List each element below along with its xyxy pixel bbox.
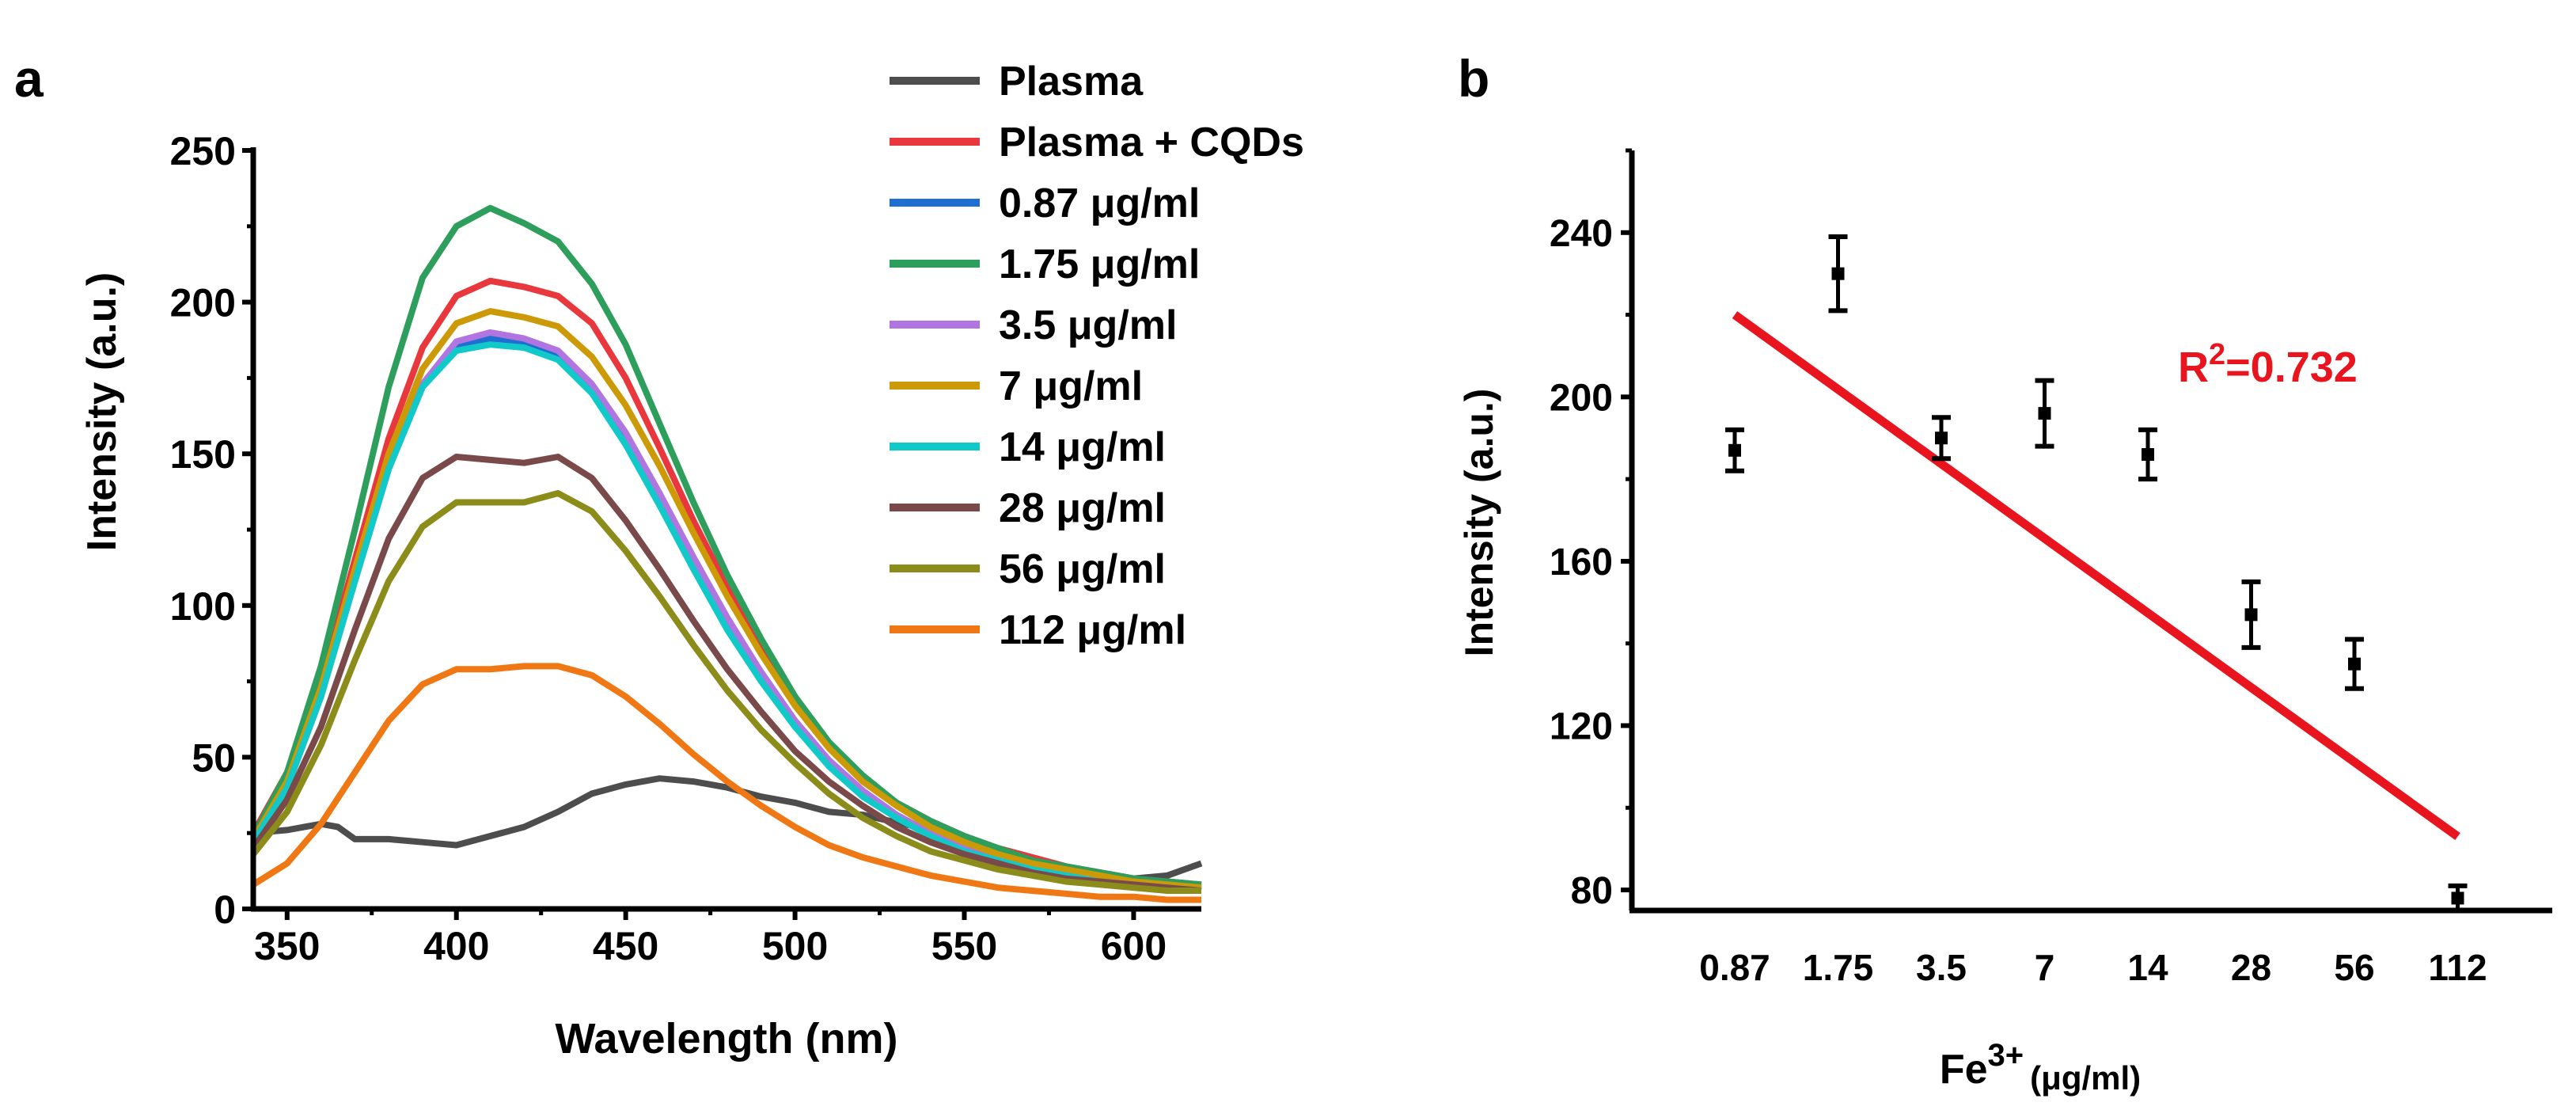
- data-point-3: [2035, 378, 2054, 449]
- x-axis-label-unit: (μg/ml): [2030, 1059, 2141, 1097]
- series-line-5: [250, 308, 1202, 891]
- y-tick-label-3: 200: [1550, 377, 1613, 419]
- y-tick-label-3: 150: [170, 432, 236, 477]
- panel-b-label: b: [1458, 49, 1489, 108]
- panel-b-x-axis-label: Fe3+(μg/ml): [1940, 1038, 2141, 1097]
- x-tick-label-3: 7: [2035, 947, 2055, 988]
- data-point-5: [2241, 579, 2261, 650]
- legend-label-4: 3.5 μg/ml: [999, 302, 1177, 348]
- panel-a-series: [250, 204, 1203, 903]
- legend-label-6: 14 μg/ml: [999, 424, 1166, 470]
- x-tick-label-4: 550: [931, 924, 997, 968]
- x-tick-label-4: 14: [2127, 947, 2168, 988]
- y-tick-label-0: 0: [214, 888, 236, 932]
- panel-a-y-axis-label: Intensity (a.u.): [79, 272, 125, 551]
- x-tick-label-6: 56: [2334, 947, 2374, 988]
- panel-a-x-axis-label: Wavelength (nm): [555, 1015, 897, 1062]
- x-tick-label-5: 600: [1101, 924, 1167, 968]
- fit-label-r: R: [2178, 344, 2209, 391]
- data-point-7: [2448, 883, 2468, 913]
- x-tick-label-2: 450: [593, 924, 658, 968]
- x-tick-label-2: 3.5: [1916, 947, 1967, 988]
- y-tick-label-0: 80: [1571, 870, 1613, 912]
- legend-label-5: 7 μg/ml: [999, 363, 1143, 409]
- x-axis-label-superscript: 3+: [1988, 1038, 2024, 1073]
- legend-label-8: 56 μg/ml: [999, 546, 1166, 592]
- fit-label-value: =0.732: [2225, 344, 2358, 391]
- data-point-6: [2345, 637, 2364, 691]
- panel-b-axes: 80 120 160 200 240 0.87 1.75 3.5 7 14 28 56 112: [1550, 148, 2552, 988]
- data-point-0: [1725, 427, 1744, 473]
- x-tick-label-1: 400: [423, 924, 489, 968]
- data-point-2: [1932, 415, 1951, 462]
- fit-label-superscript: 2: [2209, 338, 2225, 371]
- series-line-8: [250, 490, 1201, 894]
- y-tick-label-1: 120: [1550, 705, 1613, 747]
- legend-label-7: 28 μg/ml: [999, 485, 1166, 531]
- panel-a: a 0 50 100 150 200 250 350 400 450 500 550 600 Inte…: [14, 49, 1304, 1062]
- panel-a-label: a: [14, 49, 44, 108]
- data-point-1: [1828, 234, 1848, 314]
- y-tick-label-1: 50: [192, 736, 236, 780]
- legend-label-2: 0.87 μg/ml: [999, 181, 1200, 226]
- legend-label-3: 1.75 μg/ml: [999, 241, 1200, 287]
- legend-label-0: Plasma: [999, 59, 1144, 105]
- legend-label-9: 112 μg/ml: [999, 607, 1186, 653]
- x-tick-label-0: 0.87: [1699, 947, 1770, 988]
- panel-b-fit-label: R2=0.732: [2178, 338, 2358, 391]
- x-tick-label-7: 112: [2428, 947, 2487, 988]
- panel-a-legend: Plasma Plasma + CQDs 0.87 μg/ml 1.75 μg/ml 3…: [890, 59, 1304, 653]
- x-axis-label-element: Fe: [1940, 1047, 1988, 1093]
- data-point-4: [2138, 427, 2157, 482]
- series-line-9: [251, 663, 1201, 903]
- y-tick-label-2: 100: [170, 584, 236, 629]
- x-tick-label-5: 28: [2231, 947, 2271, 988]
- y-tick-label-4: 240: [1550, 213, 1613, 255]
- y-tick-label-4: 200: [170, 281, 236, 325]
- panel-a-axes: 0 50 100 150 200 250 350 400 450 500 550 600: [170, 129, 1201, 968]
- y-tick-label-5: 250: [170, 129, 236, 173]
- x-tick-label-1: 1.75: [1803, 947, 1874, 988]
- x-tick-label-3: 500: [762, 924, 828, 968]
- panel-b-points: [1725, 234, 2468, 913]
- panel-b-y-axis-label: Intensity (a.u.): [1457, 389, 1501, 657]
- panel-b-fit-line: [1732, 311, 2460, 841]
- legend-label-1: Plasma + CQDs: [999, 120, 1304, 165]
- panel-b: b 80 120 160 200 240 0.87 1.75 3.5 7 14 28 56 112 R2…: [1457, 49, 2552, 1097]
- y-tick-label-2: 160: [1550, 542, 1613, 584]
- x-tick-label-0: 350: [254, 924, 320, 968]
